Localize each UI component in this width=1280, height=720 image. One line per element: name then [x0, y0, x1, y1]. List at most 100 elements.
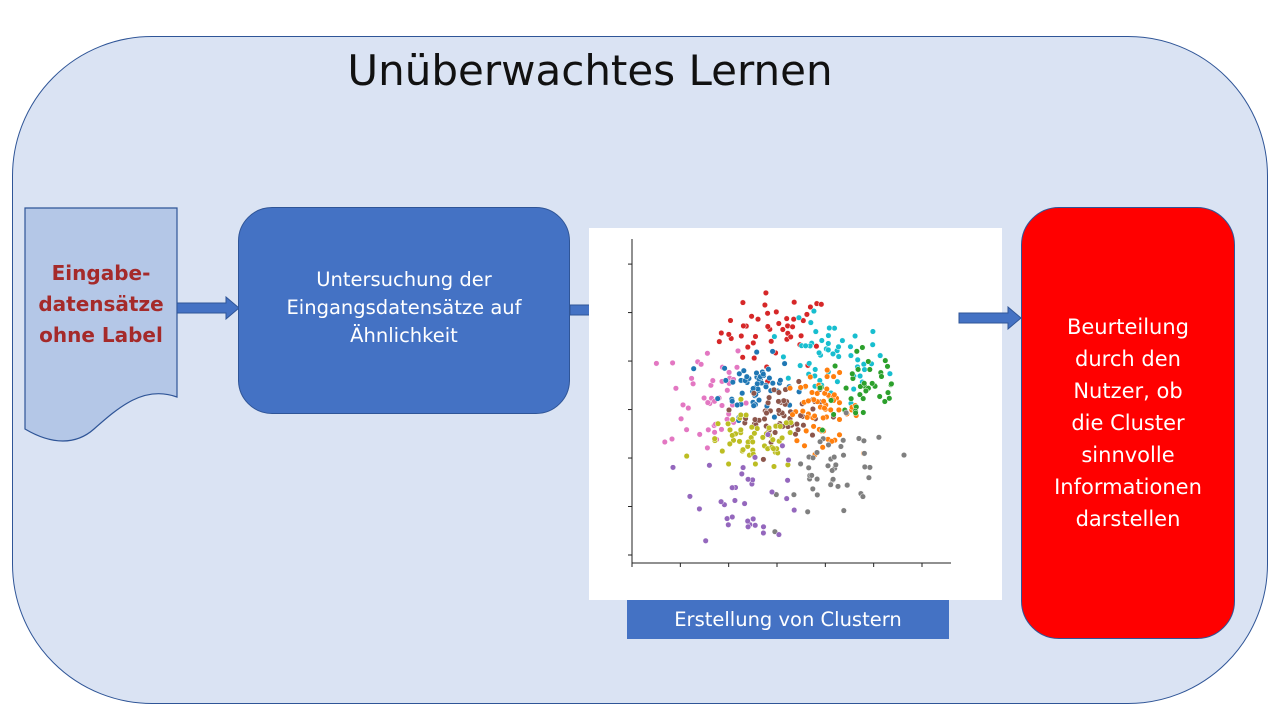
scatter-point	[685, 405, 692, 412]
arrow-right-icon	[176, 296, 240, 320]
scatter-point	[772, 429, 779, 436]
scatter-point	[797, 384, 804, 391]
scatter-point	[834, 483, 842, 490]
scatter-point	[817, 438, 824, 445]
scatter-point	[672, 385, 679, 392]
scatter-point	[780, 353, 787, 360]
scatter-point	[661, 438, 668, 446]
scatter-point	[807, 319, 814, 326]
scatter-point	[696, 431, 703, 438]
scatter-point	[718, 426, 725, 433]
scatter-point	[744, 344, 751, 351]
scatter-point	[857, 372, 864, 380]
scatter-point	[853, 348, 860, 355]
scatter-point	[760, 529, 767, 537]
process-line: Untersuchung der	[316, 268, 492, 291]
scatter-point	[696, 505, 703, 512]
scatter-point	[852, 332, 859, 340]
scatter-point	[832, 362, 839, 370]
scatter-point	[718, 329, 725, 337]
scatter-point	[827, 481, 834, 488]
scatter-point	[836, 399, 843, 406]
scatter-point	[724, 387, 731, 394]
scatter-point	[690, 365, 697, 372]
scatter-point	[860, 395, 867, 402]
scatter-point	[804, 414, 811, 421]
scatter-point	[830, 411, 837, 418]
evaluation-line: darstellen	[1075, 507, 1181, 531]
scatter-point	[783, 495, 790, 502]
scatter-point	[881, 398, 888, 405]
scatter-point	[750, 515, 757, 522]
input-document-shape	[24, 207, 178, 442]
scatter-point	[770, 386, 778, 393]
scatter-point	[764, 310, 771, 317]
scatter-point	[843, 409, 850, 416]
scatter-point	[736, 438, 743, 445]
scatter-point	[770, 463, 778, 470]
scatter-point	[753, 349, 760, 356]
scatter-point	[832, 461, 839, 468]
scatter-point	[754, 316, 762, 323]
scatter-point	[783, 419, 790, 426]
scatter-point	[745, 476, 752, 483]
scatter-point	[794, 426, 802, 433]
scatter-point	[786, 385, 794, 392]
scatter-point	[750, 402, 757, 409]
scatter-point	[814, 491, 821, 498]
scatter-point	[739, 354, 746, 361]
scatter-point	[769, 436, 776, 443]
scatter-point	[855, 366, 862, 373]
scatter-point	[718, 402, 726, 409]
scatter-point	[810, 308, 817, 315]
scatter-point	[798, 332, 805, 339]
scatter-point	[878, 373, 885, 380]
scatter-point	[795, 378, 802, 385]
scatter-point	[827, 406, 834, 413]
evaluation-line: Nutzer, ob	[1073, 379, 1183, 403]
scatter-point	[734, 347, 742, 354]
scatter-point	[804, 508, 811, 515]
scatter-point	[701, 394, 708, 402]
scatter-point	[826, 324, 833, 332]
scatter-point	[840, 507, 847, 514]
scatter-point	[831, 391, 838, 398]
scatter-point	[849, 370, 856, 377]
scatter-point	[824, 462, 832, 469]
scatter-point	[706, 462, 713, 469]
scatter-point	[811, 412, 818, 420]
cluster-scatter-plot	[628, 239, 951, 567]
scatter-point	[743, 400, 750, 407]
scatter-point	[884, 363, 891, 370]
scatter-point	[877, 352, 884, 359]
evaluation-line: durch den	[1075, 347, 1181, 371]
cluster-caption: Erstellung von Clustern	[627, 600, 949, 639]
scatter-point	[844, 482, 851, 489]
scatter-point	[802, 383, 809, 390]
scatter-point	[791, 299, 798, 306]
scatter-point	[752, 333, 759, 340]
scatter-point	[740, 367, 747, 374]
scatter-point	[861, 463, 868, 470]
scatter-point	[797, 362, 804, 369]
scatter-point	[819, 444, 826, 451]
process-line: Eingangsdatensätze auf	[286, 296, 522, 319]
scatter-point	[862, 387, 869, 394]
scatter-point	[836, 431, 843, 438]
scatter-point	[866, 464, 873, 471]
scatter-point	[850, 386, 857, 393]
scatter-point	[820, 414, 827, 421]
scatter-point	[719, 448, 726, 455]
scatter-point	[856, 391, 863, 398]
scatter-point	[688, 375, 695, 382]
scatter-point	[861, 450, 868, 457]
scatter-point	[749, 438, 756, 445]
evaluation-line: Informationen	[1054, 475, 1202, 499]
scatter-point	[866, 366, 873, 373]
scatter-point	[809, 432, 816, 439]
scatter-point	[721, 365, 728, 372]
scatter-point	[669, 464, 677, 471]
scatter-point	[843, 385, 850, 392]
scatter-point	[886, 395, 893, 402]
scatter-point	[848, 395, 855, 402]
